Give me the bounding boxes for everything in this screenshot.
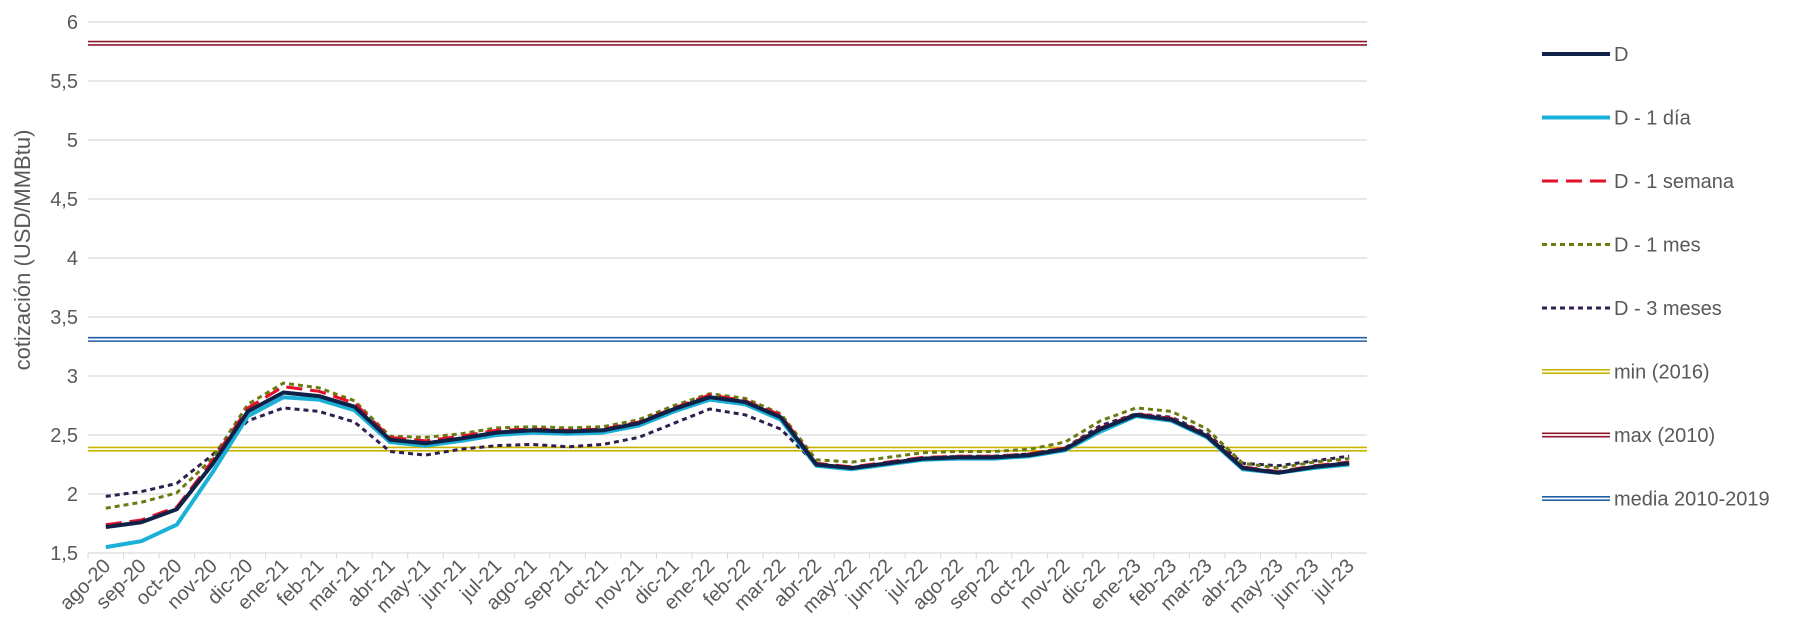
legend-label: max (2010): [1614, 425, 1715, 447]
y-tick-label: 1,5: [50, 543, 78, 565]
legend-label: D - 1 día: [1614, 108, 1692, 130]
series-line: [105, 385, 1350, 527]
legend-item: D - 3 meses: [1542, 298, 1722, 320]
y-tick-label: 2,5: [50, 425, 78, 447]
grid-lines: [88, 21, 1367, 554]
legend-label: D: [1614, 44, 1628, 66]
legend-label: D - 1 semana: [1614, 171, 1735, 193]
legend-label: min (2016): [1614, 362, 1710, 384]
y-tick-label: 3,5: [50, 307, 78, 329]
x-tick-label: jul-23: [1308, 555, 1359, 606]
legend-item: media 2010-2019: [1542, 489, 1770, 511]
y-tick-label: 4: [67, 248, 78, 270]
y-tick-label: 4,5: [50, 189, 78, 211]
x-axis-ticks: ago-20sep-20oct-20nov-20dic-20ene-21feb-…: [56, 553, 1359, 618]
reference-lines: [88, 40, 1367, 452]
y-tick-label: 6: [67, 12, 78, 34]
legend-item: D - 1 día: [1542, 108, 1692, 130]
y-tick-label: 5: [67, 130, 78, 152]
y-tick-label: 3: [67, 366, 78, 388]
series-line: [105, 390, 1350, 529]
legend-label: D - 1 mes: [1614, 235, 1701, 257]
legend-item: D - 1 semana: [1542, 171, 1735, 193]
legend-label: media 2010-2019: [1614, 489, 1770, 511]
y-axis-label: cotización (USD/MMBtu): [10, 130, 35, 371]
legend: D D - 1 día D - 1 semana D - 1 mes D - 3 mes…: [1542, 44, 1770, 511]
legend-item: D: [1542, 44, 1628, 66]
series-lines: [105, 381, 1350, 550]
y-axis-ticks: 1,5 2 2,5 3 3,5 4 4,5 5 5,5 6: [50, 12, 78, 565]
legend-item: max (2010): [1542, 425, 1715, 447]
legend-item: min (2016): [1542, 362, 1710, 384]
y-tick-label: 5,5: [50, 71, 78, 93]
legend-item: D - 1 mes: [1542, 235, 1701, 257]
y-tick-label: 2: [67, 484, 78, 506]
series-line: [105, 381, 1350, 510]
legend-label: D - 3 meses: [1614, 298, 1722, 320]
